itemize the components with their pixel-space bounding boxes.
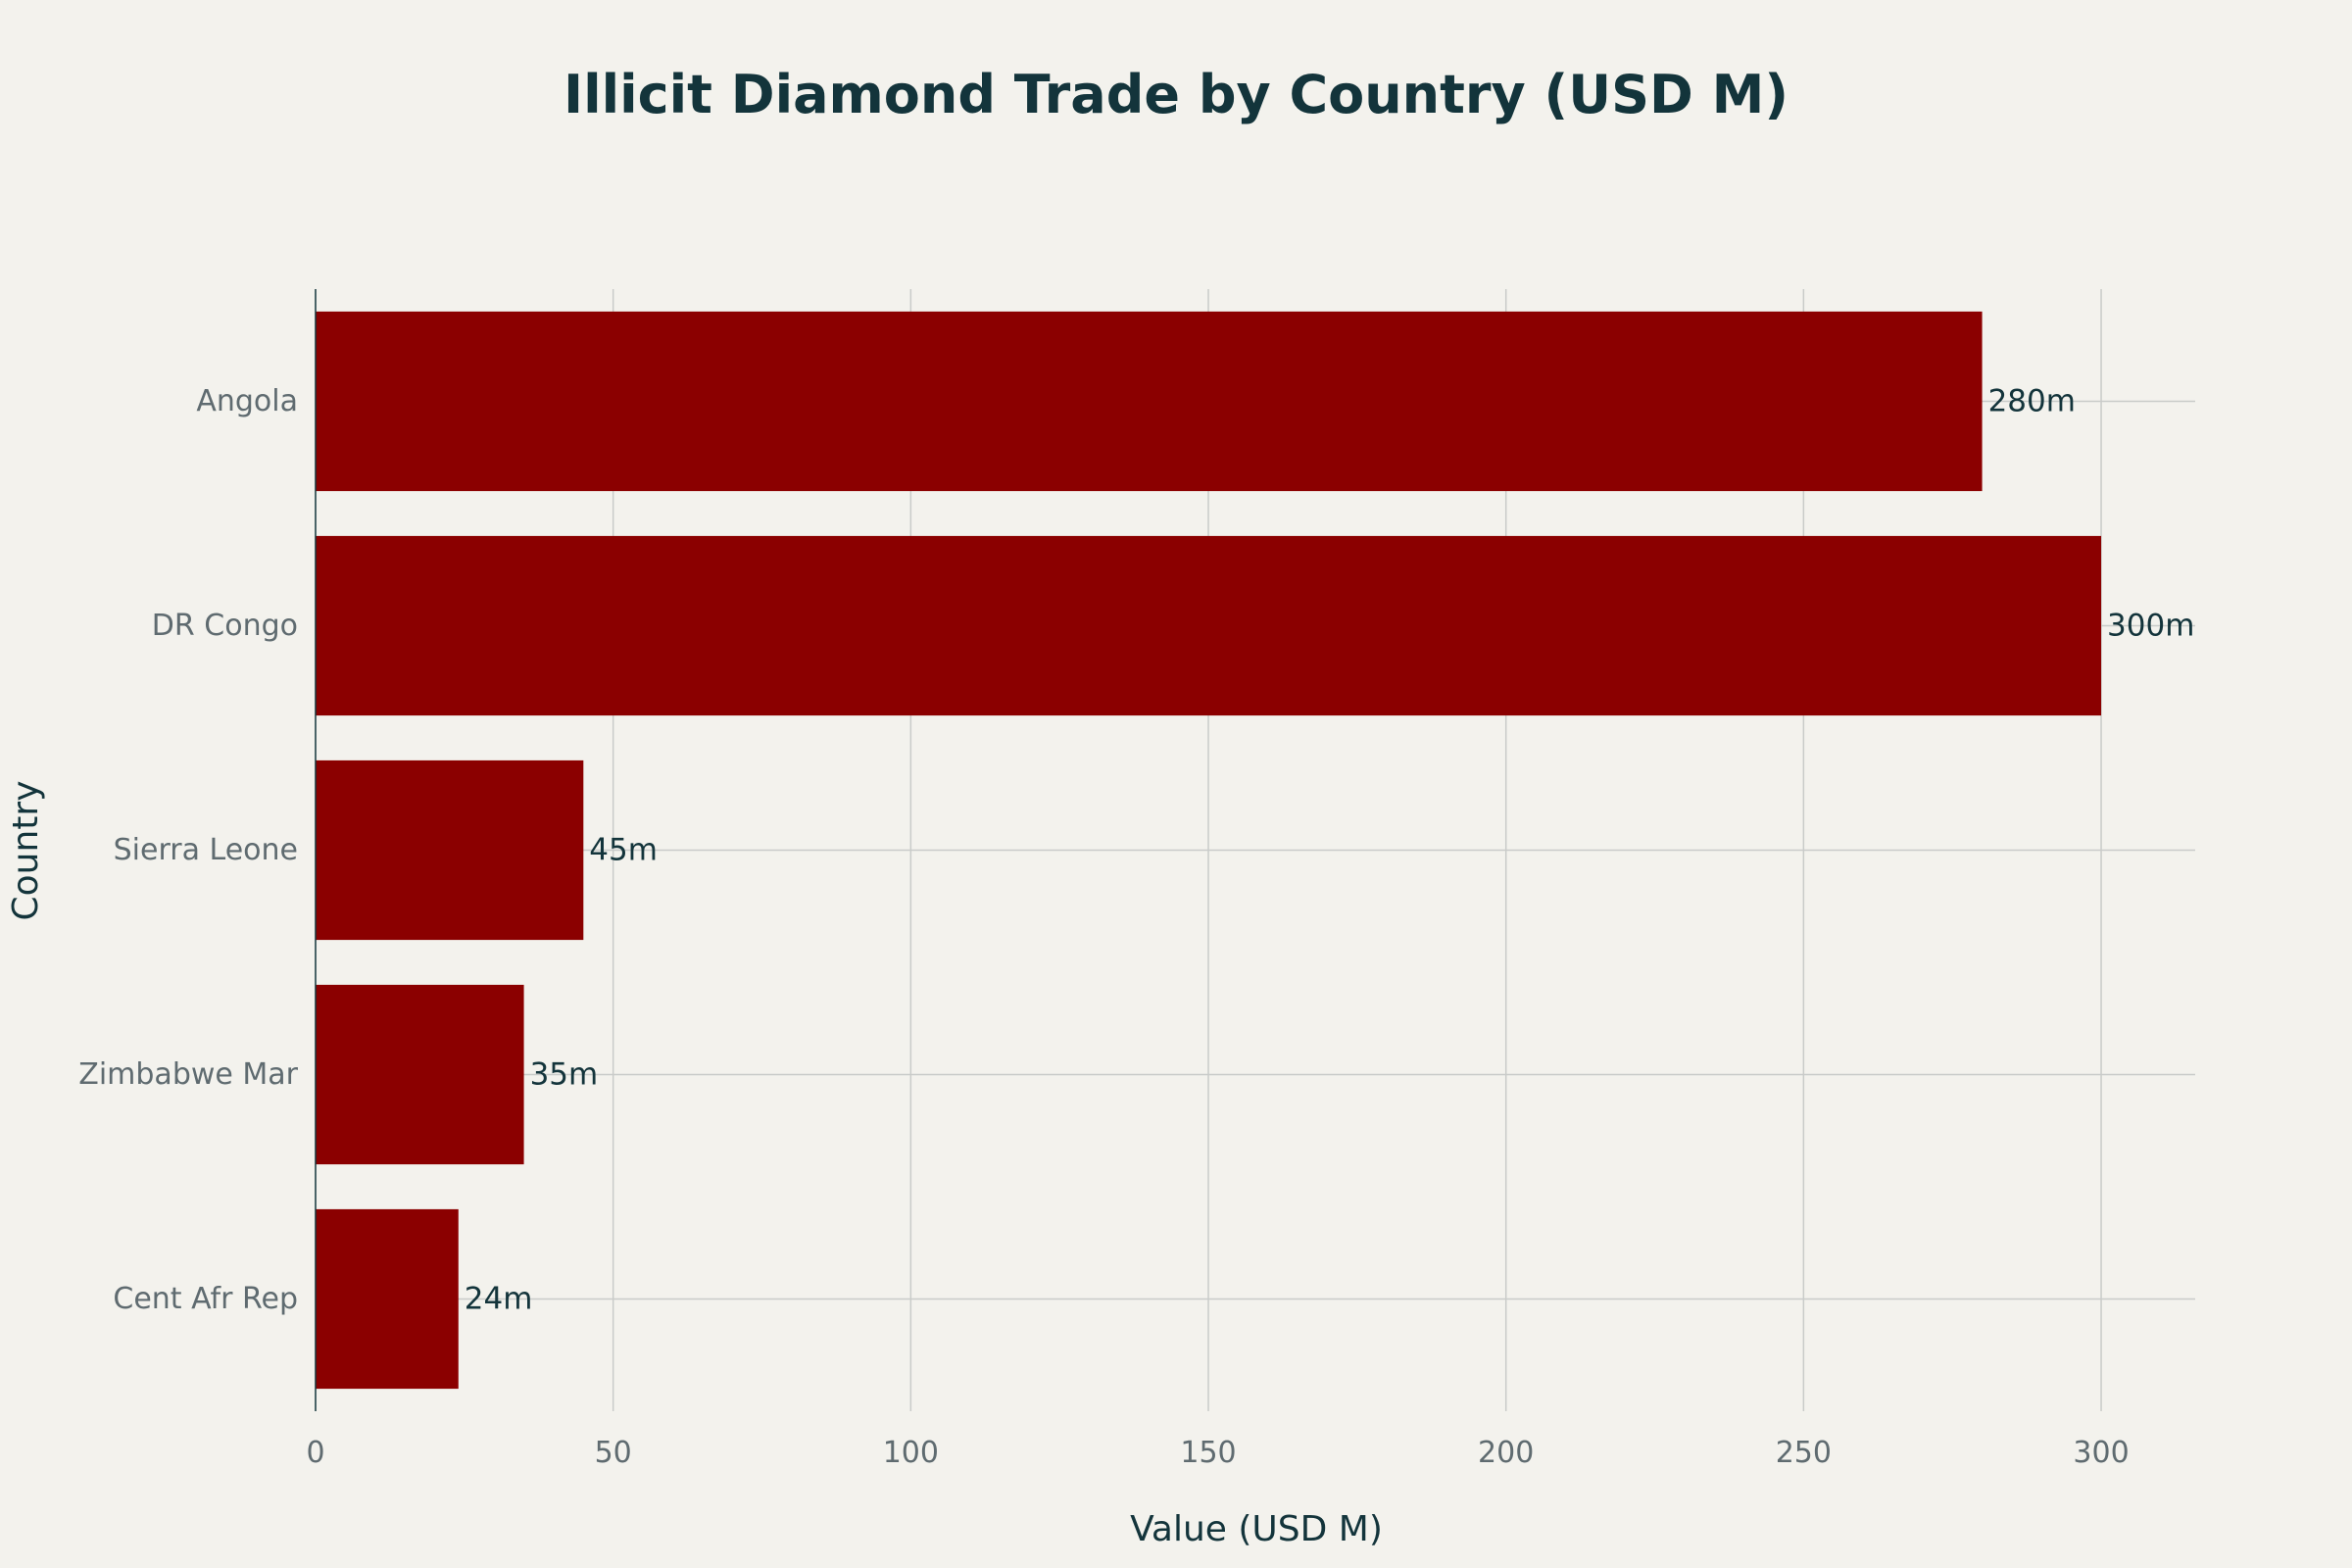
y-tick-labels: Angola DR Congo Sierra Leone Zimbabwe Mar Ce… bbox=[78, 384, 298, 1316]
x-axis-title: Value (USD M) bbox=[1130, 1509, 1383, 1549]
y-tick-label: Angola bbox=[196, 384, 298, 418]
y-tick-label: DR Congo bbox=[152, 609, 298, 643]
bar bbox=[316, 984, 524, 1165]
bar bbox=[316, 535, 2102, 716]
x-tick-label: 150 bbox=[1180, 1436, 1236, 1470]
bar bbox=[316, 1208, 459, 1390]
y-axis-title: Country bbox=[6, 780, 46, 920]
x-tick-label: 0 bbox=[306, 1436, 324, 1470]
y-tick-label: Sierra Leone bbox=[114, 833, 298, 867]
y-tick-label: Cent Afr Rep bbox=[113, 1282, 298, 1316]
bar bbox=[316, 311, 1983, 492]
data-label: 300m bbox=[2107, 609, 2194, 644]
data-labels: 280m 300m 45m 35m 24m bbox=[465, 384, 2195, 1317]
x-tick-label: 300 bbox=[2073, 1436, 2129, 1470]
x-tick-label: 250 bbox=[1776, 1436, 1832, 1470]
data-label: 45m bbox=[589, 833, 658, 868]
chart-title: Illicit Diamond Trade by Country (USD M) bbox=[564, 64, 1788, 125]
x-tick-label: 200 bbox=[1478, 1436, 1534, 1470]
bar bbox=[316, 760, 584, 941]
data-label: 280m bbox=[1988, 384, 2076, 419]
x-tick-label: 50 bbox=[595, 1436, 632, 1470]
data-label: 24m bbox=[465, 1282, 533, 1317]
x-tick-label: 100 bbox=[883, 1436, 939, 1470]
bars bbox=[316, 311, 2102, 1390]
x-tick-labels: 0 50 100 150 200 250 300 bbox=[306, 1436, 2129, 1470]
y-tick-label: Zimbabwe Mar bbox=[78, 1057, 298, 1092]
data-label: 35m bbox=[530, 1057, 599, 1093]
